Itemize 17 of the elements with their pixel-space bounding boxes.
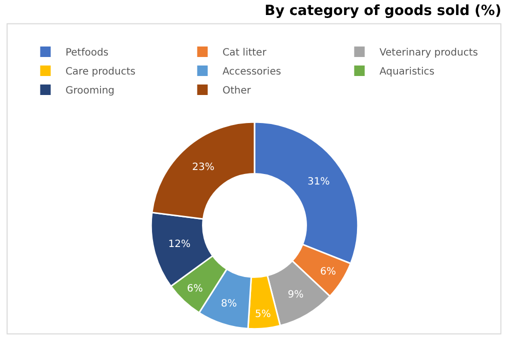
- legend-label: Care products: [65, 66, 136, 78]
- data-label: 6%: [186, 283, 203, 294]
- data-label: 5%: [254, 308, 271, 320]
- legend-label: Cat litter: [222, 48, 268, 59]
- data-label: 8%: [220, 298, 237, 310]
- legend-label: Grooming: [65, 86, 115, 97]
- data-label: 9%: [288, 290, 304, 301]
- data-label: 6%: [320, 266, 336, 278]
- chart-title: By category of goods sold (%): [264, 2, 502, 19]
- legend-label: Aquaristics: [379, 66, 434, 78]
- data-label: 12%: [168, 239, 191, 250]
- legend-label: Accessories: [222, 66, 282, 78]
- data-label: 31%: [308, 176, 330, 188]
- legend-label: Other: [222, 86, 252, 97]
- legend-label: Petfoods: [65, 48, 109, 59]
- data-label: 23%: [192, 162, 214, 173]
- legend-label: Veterinary products: [379, 48, 478, 59]
